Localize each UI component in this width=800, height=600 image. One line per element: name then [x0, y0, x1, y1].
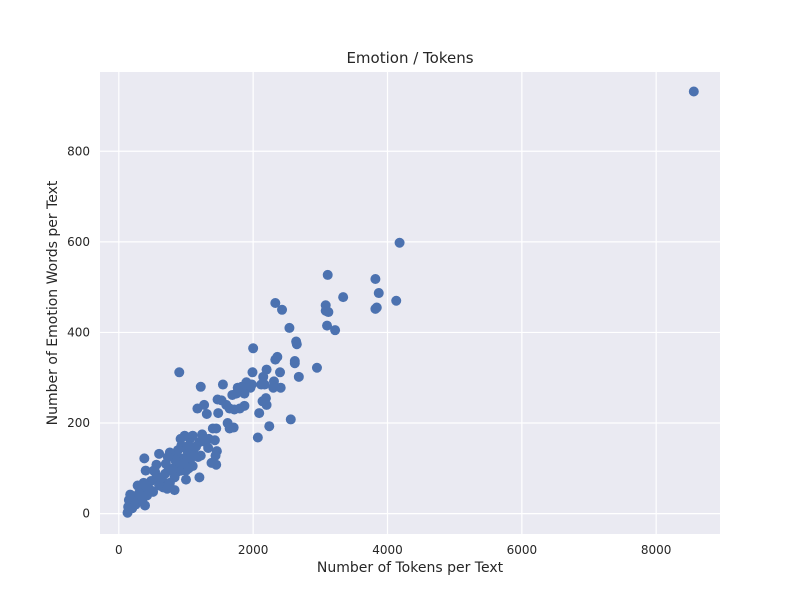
data-point [254, 408, 265, 419]
data-point [154, 480, 165, 491]
x-tick-label: 0 [115, 543, 123, 557]
data-point [275, 367, 286, 378]
data-point [203, 433, 214, 444]
y-tick-label: 800 [67, 144, 90, 158]
data-point [275, 382, 286, 393]
data-point [194, 472, 205, 483]
grid-lines [100, 72, 720, 534]
data-point [256, 379, 267, 390]
chart-title: Emotion / Tokens [346, 49, 473, 67]
data-point [322, 269, 333, 280]
data-point [162, 483, 173, 494]
data-point [191, 441, 202, 452]
data-point [270, 354, 281, 365]
data-point [169, 485, 180, 496]
data-point [183, 463, 194, 474]
data-point [322, 320, 333, 331]
data-point [394, 237, 405, 248]
data-point [391, 295, 402, 306]
data-point [192, 403, 203, 414]
x-axis-label: Number of Tokens per Text [317, 560, 504, 576]
data-point [247, 367, 258, 378]
x-tick-label: 4000 [372, 543, 403, 557]
data-point [140, 465, 151, 476]
x-tick-label: 8000 [641, 543, 672, 557]
data-point [207, 423, 218, 434]
data-point [270, 298, 281, 308]
data-point [139, 453, 150, 464]
x-tick-label: 2000 [238, 543, 269, 557]
data-point [252, 432, 263, 443]
data-point [180, 474, 191, 485]
data-point [330, 325, 341, 336]
data-point [174, 367, 185, 378]
data-point [211, 459, 222, 470]
data-point [277, 304, 288, 315]
data-point [257, 396, 268, 407]
data-point [167, 464, 178, 475]
y-tick-label: 600 [67, 235, 90, 249]
data-point [213, 408, 224, 419]
data-point [258, 371, 269, 382]
data-point [148, 486, 159, 497]
y-tick-label: 200 [67, 416, 90, 430]
data-point [311, 362, 322, 373]
x-tick-label: 6000 [507, 543, 538, 557]
data-point [289, 358, 300, 369]
data-point [217, 379, 228, 390]
data-point [284, 322, 295, 333]
data-point [228, 422, 239, 433]
data-point [264, 421, 275, 432]
data-point [227, 389, 238, 400]
y-tick-label: 0 [82, 507, 90, 521]
data-point [189, 449, 200, 460]
data-point [323, 307, 334, 318]
data-point [338, 292, 349, 303]
data-point [156, 472, 167, 483]
data-point [293, 371, 304, 382]
data-point [203, 442, 214, 453]
data-point [148, 465, 159, 476]
x-tick-labels: 0 2000 4000 6000 8000 [115, 543, 671, 557]
data-point [373, 288, 384, 299]
data-point [285, 414, 296, 425]
y-tick-label: 400 [67, 325, 90, 339]
data-points [122, 86, 699, 518]
data-point [371, 302, 382, 313]
data-point [201, 408, 212, 419]
data-point [154, 448, 165, 459]
data-point [195, 381, 206, 392]
y-tick-labels: 0 200 400 600 800 [67, 144, 90, 520]
data-point [248, 343, 259, 354]
data-point [291, 339, 302, 350]
data-point [212, 394, 223, 405]
data-point [688, 86, 699, 97]
data-point [370, 273, 381, 284]
data-point [132, 480, 143, 491]
y-axis-label: Number of Emotion Words per Text [45, 180, 61, 425]
data-point [268, 382, 279, 393]
